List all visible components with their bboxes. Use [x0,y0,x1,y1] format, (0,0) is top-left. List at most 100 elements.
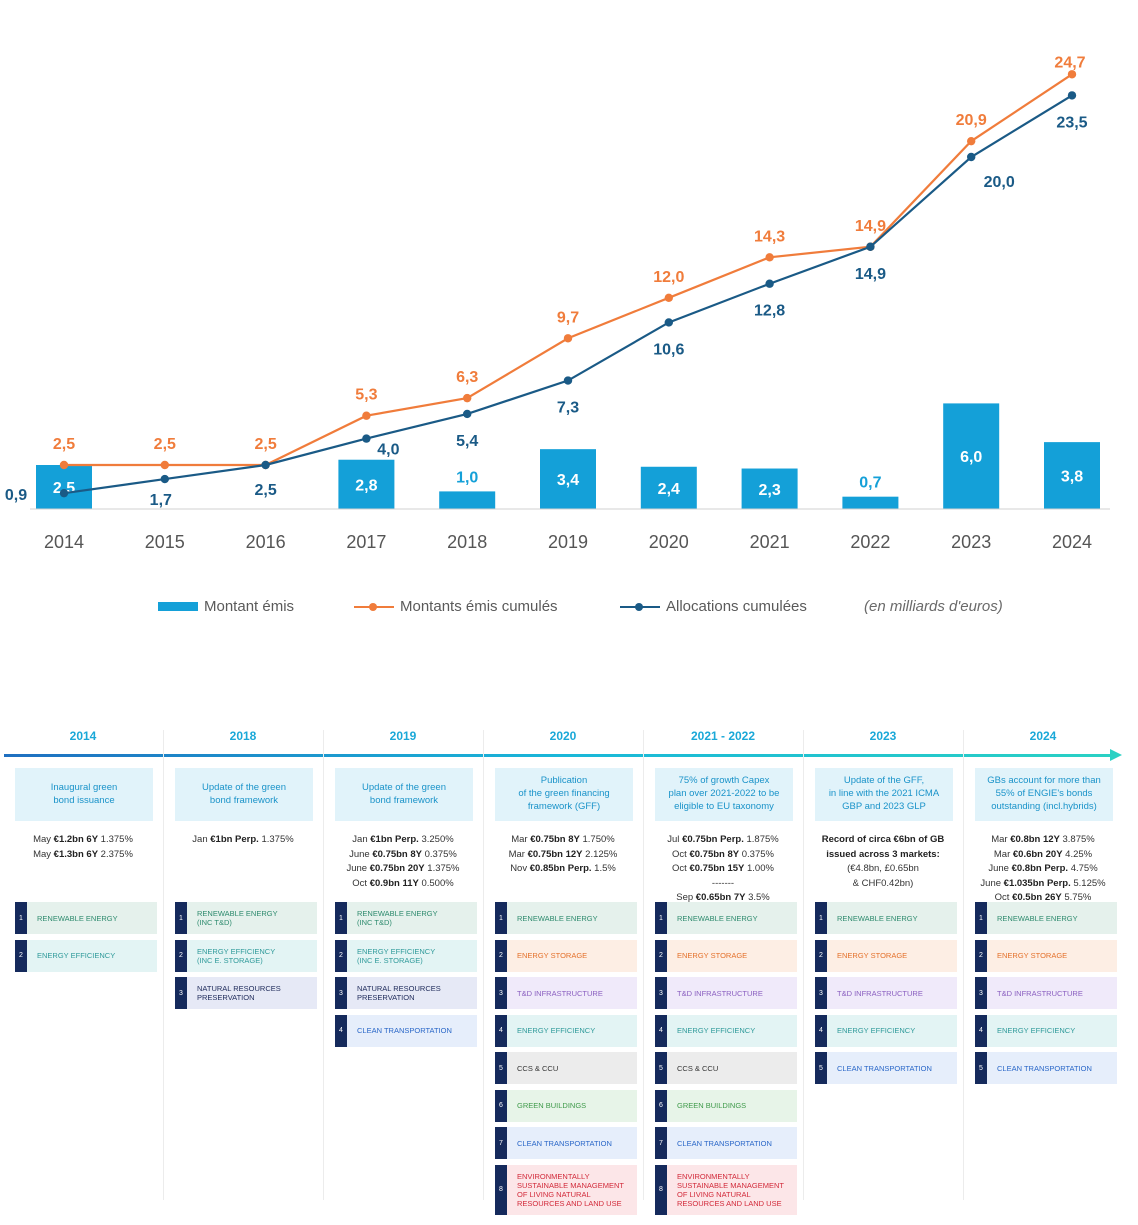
legend-label: Montants émis cumulés [400,598,558,615]
bar-label: 6,0 [960,449,982,466]
bar-label: 3,4 [557,472,579,489]
eligible-categories: 1 RENEWABLE ENERGY 2 ENERGY STORAGE 3 T&D INF… [655,902,797,1220]
allocations-cumulative-label: 12,8 [754,303,785,320]
timeline-year: 2024 [1029,729,1057,743]
category-number: 5 [815,1052,827,1084]
eligible-categories: 1 RENEWABLE ENERGY 2 ENERGY STORAGE 3 T&D INF… [975,902,1117,1090]
x-tick-label: 2016 [246,532,286,552]
category-number: 7 [655,1127,667,1159]
category-number: 2 [175,939,187,972]
category-number: 4 [655,1014,667,1047]
legend-label: Montant émis [204,598,295,615]
column-divider [643,730,644,1200]
allocations-cumulative-label: 5,4 [456,433,478,450]
category-label: T&D INFRASTRUCTURE [507,977,637,1009]
category-item: 4 CLEAN TRANSPORTATION [335,1014,477,1047]
category-item: 5 CCS & CCU [655,1052,797,1084]
allocations-cumulative-point [59,488,69,498]
issued-cumulative-label: 9,7 [557,309,579,326]
allocations-cumulative-line [63,94,1073,495]
category-number: 2 [335,939,347,972]
category-item: 5 CCS & CCU [495,1052,637,1084]
bond-issuance: & CHF0.42bn) [852,877,914,889]
eligible-categories: 1 RENEWABLE ENERGY (inc T&D) 2 ENERGY EFFIC… [335,902,477,1052]
bond-issuance: June €1.035bn Perp. 5.125% [980,877,1106,889]
legend-item-allocations: Allocations cumulées [620,598,807,615]
category-number: 6 [495,1089,507,1122]
category-number: 6 [655,1089,667,1122]
bond-issuance: (€4.8bn, £0.65bn [847,863,919,874]
category-item: 3 T&D INFRASTRUCTURE [495,977,637,1009]
milestone-box: Update of the GFF, in line with the 2021… [815,768,953,821]
category-number: 7 [495,1127,507,1159]
issued-cumulative-label: 14,3 [754,228,785,245]
allocations-cumulative-point [261,460,270,470]
bond-issuance: Oct €0.5bn 26Y 5.75% [994,892,1092,903]
category-label: CLEAN TRANSPORTATION [347,1014,477,1047]
category-number: 3 [975,977,987,1009]
issued-cumulative-point [362,411,371,420]
issued-cumulative-point [765,253,774,262]
column-divider [323,730,324,1200]
category-item: 1 RENEWABLE ENERGY [15,902,157,934]
allocations-cumulative-point [866,242,875,251]
category-number: 2 [15,939,27,972]
category-item: 5 CLEAN TRANSPORTATION [975,1052,1117,1084]
category-label: ENERGY EFFICIENCY [27,939,157,972]
category-item: 2 ENERGY STORAGE [975,939,1117,972]
column-divider [163,730,164,1200]
milestone-box: Update of the green bond framework [175,768,313,821]
allocations-cumulative-label: 4,0 [377,442,399,459]
bar [741,468,798,509]
category-label: CCS & CCU [667,1052,797,1084]
category-item: 3 T&D INFRASTRUCTURE [655,977,797,1009]
bond-issuance: Oct €0.9bn 11Y 0.500% [352,877,454,889]
timeline-year: 2019 [389,729,417,743]
timeline-year: 2021 - 2022 [690,729,756,743]
allocations-cumulative-point [463,409,472,419]
category-label: ENERGY EFFICIENCY (inc E. Storage) [187,939,317,972]
bond-issuance: Oct €0.75bn 15Y 1.00% [672,863,774,874]
bond-issuance: Mar €0.75bn 12Y 2.125% [508,848,618,860]
category-number: 1 [815,902,827,934]
issued-cumulative-point [664,293,673,302]
category-label: ENERGY STORAGE [507,939,637,972]
category-item: 2 ENERGY EFFICIENCY (inc E. Storage) [175,939,317,972]
x-tick-label: 2024 [1052,532,1092,552]
bar [540,449,596,509]
column-divider [803,730,804,1200]
bar-label: 0,7 [859,475,881,492]
bond-issuances: May €1.2bn 6Y 1.375% May €1.3bn 6Y 2.375% [7,833,159,862]
allocations-cumulative-label: 0,9 [5,487,27,504]
allocations-cumulative-point [160,474,169,484]
category-label: T&D INFRASTRUCTURE [667,977,797,1009]
bar-label: 2,3 [758,482,780,499]
category-item: 3 T&D INFRASTRUCTURE [975,977,1117,1009]
category-item: 1 RENEWABLE ENERGY [495,902,637,934]
allocations-cumulative-label: 23,5 [1056,114,1087,131]
category-number: 5 [975,1052,987,1084]
category-item: 1 RENEWABLE ENERGY (inc T&D) [335,902,477,934]
allocations-cumulative-label: 2,5 [254,482,276,499]
category-item: 4 ENERGY EFFICIENCY [655,1014,797,1047]
x-tick-label: 2018 [447,532,487,552]
category-item: 2 ENERGY STORAGE [495,939,637,972]
category-number: 3 [815,977,827,1009]
allocations-cumulative-label: 1,7 [150,492,172,509]
legend-label: Allocations cumulées [666,598,807,615]
allocations-cumulative-label: 14,9 [855,266,886,283]
category-number: 3 [655,977,667,1009]
issued-cumulative-label: 14,9 [855,218,886,235]
category-label: CLEAN TRANSPORTATION [987,1052,1117,1084]
category-number: 3 [335,977,347,1009]
legend-item-issued: Montants émis cumulés [354,598,558,615]
category-number: 4 [495,1014,507,1047]
bond-issuance: Mar €0.8bn 12Y 3.875% [991,834,1095,845]
category-item: 2 ENERGY STORAGE [655,939,797,972]
category-number: 3 [495,977,507,1009]
column-divider [963,730,964,1200]
bar-label: 3,8 [1061,469,1083,486]
legend-item-bars: Montant émis [158,598,294,615]
timeline-year: 2023 [869,729,897,743]
bar [439,491,496,509]
